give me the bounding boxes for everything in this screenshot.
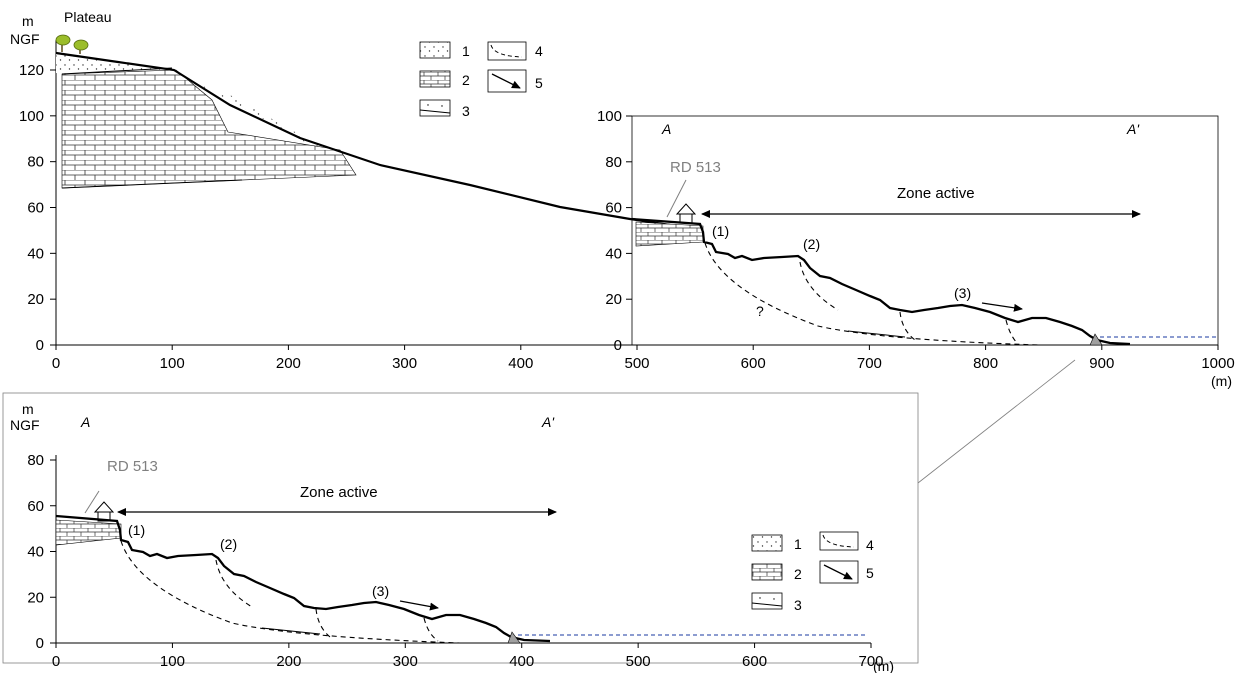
legend-bottom-2: 2 — [794, 566, 802, 582]
legend-bottom-5: 5 — [866, 565, 874, 581]
legend-bottom: 1 2 3 4 5 — [751, 531, 874, 613]
inset-question-mark: ? — [756, 303, 764, 319]
top-x-tick: 900 — [1089, 355, 1114, 372]
bottom-y-tick: 0 — [36, 635, 44, 652]
bottom-movement-arrow — [399, 600, 439, 611]
top-x-tick: 100 — [160, 355, 185, 372]
house-icon — [675, 203, 697, 224]
legend-top-3: 3 — [462, 103, 470, 119]
top-y-unit: m — [22, 13, 34, 29]
bottom-panel: 0 20 40 60 80 0 100 200 300 400 500 600 700 m NGF A… — [2, 392, 919, 673]
top-x-tick: 800 — [973, 355, 998, 372]
bottom-x-tick: 100 — [160, 653, 185, 670]
legend-top-1: 1 — [462, 43, 470, 59]
bottom-x-tick: 500 — [626, 653, 651, 670]
top-y-tick: 80 — [27, 154, 44, 171]
bottom-zone-label: Zone active — [300, 484, 378, 501]
bottom-label-a: A — [80, 414, 90, 430]
legend-bottom-3: 3 — [794, 597, 802, 613]
legend-top: 1 2 3 4 5 — [419, 41, 543, 119]
plateau-label: Plateau — [64, 9, 111, 25]
top-y-tick: 20 — [27, 291, 44, 308]
inset-road-label: RD 513 — [670, 159, 721, 176]
inset-frame: 0 20 40 60 80 100 A A' RD 513 Zone active (1)… — [597, 108, 1219, 354]
top-y-tick: 100 — [19, 108, 44, 125]
legend-top-4: 4 — [535, 43, 543, 59]
inset-marker-1: (1) — [712, 223, 729, 239]
bottom-road-label: RD 513 — [107, 458, 158, 475]
bottom-frame — [2, 392, 919, 664]
legend-bottom-4: 4 — [866, 537, 874, 553]
bottom-y-tick: 40 — [27, 544, 44, 561]
legend-top-2: 2 — [462, 72, 470, 88]
inset-label-a: A — [661, 121, 671, 137]
inset-y-tick: 0 — [614, 337, 622, 354]
inset-y-tick: 80 — [605, 154, 622, 171]
bottom-y-unit-ngf: NGF — [10, 417, 40, 433]
top-y-unit-ngf: NGF — [10, 31, 40, 47]
bottom-x-tick: 0 — [52, 653, 60, 670]
inset-zone-label: Zone active — [897, 185, 975, 202]
connector-line — [917, 359, 1076, 484]
inset-movement-arrow — [981, 302, 1023, 312]
inset-y-tick: 100 — [597, 108, 622, 125]
top-x-tick: 300 — [392, 355, 417, 372]
top-x-unit: (m) — [1211, 373, 1232, 389]
top-ground-surface — [55, 51, 704, 232]
inset-limestone — [635, 221, 704, 247]
top-y-tick: 60 — [27, 200, 44, 217]
bottom-limestone — [55, 519, 122, 546]
inset-marker-2: (2) — [803, 236, 820, 252]
top-y-tick: 0 — [36, 337, 44, 354]
top-x-tick: 1000 — [1201, 355, 1234, 372]
house-icon — [93, 501, 115, 522]
bottom-marker-3: (3) — [372, 583, 389, 599]
inset-ground-surface — [631, 217, 1131, 346]
bottom-toe-deposit — [507, 631, 521, 644]
inset-marker-3: (3) — [954, 285, 971, 301]
inset-y-tick: 20 — [605, 291, 622, 308]
top-x-tick: 0 — [52, 355, 60, 372]
bottom-x-unit: (m) — [873, 658, 894, 673]
inset-y-tick: 40 — [605, 245, 622, 262]
bottom-y-unit: m — [22, 401, 34, 417]
inset-toe-deposit — [1089, 333, 1103, 346]
bottom-x-tick: 700 — [858, 653, 883, 670]
bottom-y-tick: 60 — [27, 498, 44, 515]
top-x-tick: 500 — [624, 355, 649, 372]
bottom-ground-surface — [55, 514, 551, 643]
bottom-marker-2: (2) — [220, 536, 237, 552]
bottom-x-tick: 600 — [742, 653, 767, 670]
bottom-x-tick: 400 — [509, 653, 534, 670]
bottom-x-tick: 200 — [276, 653, 301, 670]
top-x-tick: 700 — [857, 355, 882, 372]
legend-top-5: 5 — [535, 75, 543, 91]
legend-bottom-1: 1 — [794, 536, 802, 552]
bottom-y-tick: 20 — [27, 589, 44, 606]
limestone-layer — [61, 69, 357, 189]
top-x-tick: 200 — [276, 355, 301, 372]
bottom-marker-1: (1) — [128, 522, 145, 538]
bottom-x-tick: 300 — [393, 653, 418, 670]
top-x-tick: 600 — [741, 355, 766, 372]
inset-y-tick: 60 — [605, 200, 622, 217]
top-x-tick: 400 — [508, 355, 533, 372]
bottom-label-a-prime: A' — [541, 414, 555, 430]
top-y-tick: 120 — [19, 62, 44, 79]
inset-label-a-prime: A' — [1126, 121, 1140, 137]
tree-icon — [55, 34, 89, 54]
top-y-tick: 40 — [27, 245, 44, 262]
bottom-y-tick: 80 — [27, 452, 44, 469]
